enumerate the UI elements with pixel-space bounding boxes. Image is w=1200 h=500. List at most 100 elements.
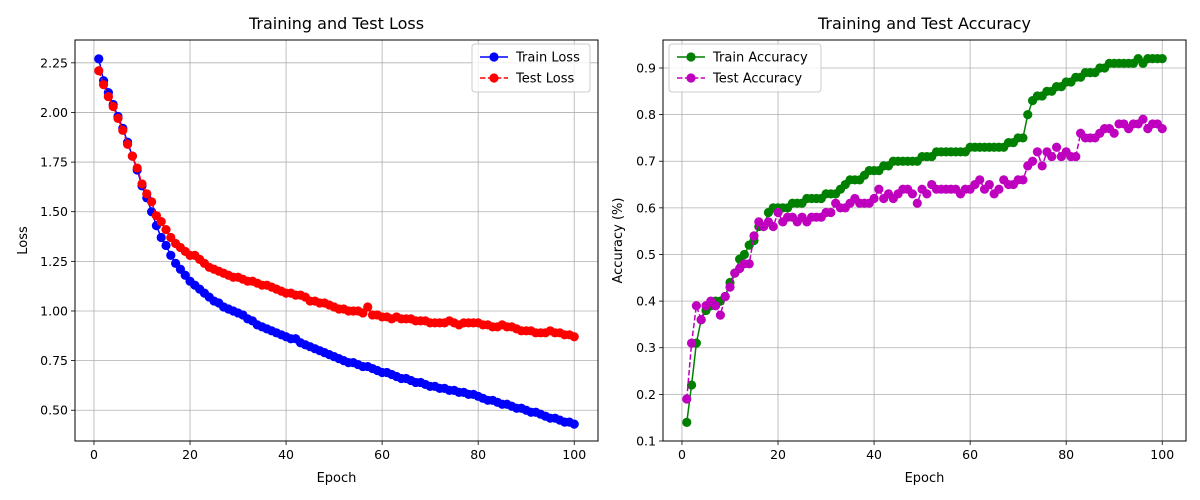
accuracy-y-axis-label: Accuracy (%): [611, 198, 626, 284]
loss-legend: Train Loss Test Loss: [471, 43, 591, 93]
test-loss-point: [363, 302, 373, 312]
accuracy-y-tick-label: 0.3: [636, 340, 656, 355]
loss-plot-frame: [74, 39, 599, 442]
accuracy-y-tick-label: 0.1: [636, 434, 656, 449]
test-accuracy-point: [749, 231, 759, 241]
test-accuracy-point: [826, 207, 836, 218]
accuracy-y-ticks: 0.1 0.2 0.3 0.4 0.5 0.6 0.7 0.8 0.9: [636, 60, 663, 449]
loss-legend-box: [471, 43, 591, 93]
loss-x-axis-label: Epoch: [317, 471, 357, 486]
loss-y-axis-label: Loss: [16, 226, 31, 255]
loss-gridlines: [75, 40, 598, 441]
test-accuracy-point: [1138, 114, 1148, 124]
test-accuracy-point: [696, 315, 706, 325]
test-loss-point: [147, 197, 157, 207]
test-accuracy-point: [768, 221, 778, 232]
test-accuracy-point: [682, 394, 692, 404]
test-loss-point: [142, 189, 152, 199]
test-loss-point: [569, 332, 579, 342]
loss-x-tick-label: 60: [374, 447, 390, 462]
accuracy-x-tick-label: 20: [770, 447, 786, 462]
test-accuracy-point: [1018, 175, 1028, 185]
test-accuracy-point: [725, 282, 735, 292]
test-accuracy-point: [984, 179, 994, 190]
test-loss-legend-label: Test Loss: [515, 72, 574, 87]
test-accuracy-point: [912, 198, 922, 208]
accuracy-y-tick-label: 0.5: [636, 247, 656, 262]
train-loss-point: [161, 240, 171, 251]
train-accuracy-point: [739, 249, 750, 260]
accuracy-y-tick-label: 0.8: [636, 107, 656, 122]
test-accuracy-point: [1109, 128, 1119, 138]
test-loss-point: [156, 217, 166, 227]
loss-x-ticks: 0 20 40 60 80 100: [90, 441, 586, 462]
train-loss-legend-marker: [489, 52, 499, 62]
train-accuracy-legend-marker: [686, 52, 696, 62]
loss-y-tick-label: 1.25: [40, 254, 68, 269]
accuracy-legend-box: [668, 43, 822, 93]
test-loss-point: [94, 66, 104, 76]
test-accuracy-point: [1071, 151, 1081, 162]
loss-y-tick-label: 1.75: [40, 155, 68, 170]
accuracy-x-axis-label: Epoch: [905, 471, 945, 486]
loss-x-tick-label: 40: [278, 447, 294, 462]
test-accuracy-legend-marker: [686, 73, 696, 83]
loss-x-tick-label: 20: [182, 447, 198, 462]
test-accuracy-point: [710, 301, 721, 311]
test-loss-point: [113, 113, 123, 124]
test-accuracy-point: [1027, 156, 1038, 166]
test-accuracy-point: [686, 338, 697, 348]
test-accuracy-point: [773, 207, 783, 218]
test-accuracy-point: [744, 259, 754, 269]
loss-y-tick-label: 0.50: [40, 403, 68, 418]
train-accuracy-point: [682, 417, 692, 427]
test-loss-point: [118, 125, 128, 135]
loss-y-tick-label: 2.00: [40, 105, 68, 120]
accuracy-x-ticks: 0 20 40 60 80 100: [678, 441, 1174, 462]
accuracy-y-tick-label: 0.7: [636, 154, 656, 169]
accuracy-x-tick-label: 100: [1150, 447, 1174, 462]
accuracy-y-tick-label: 0.2: [636, 387, 656, 402]
loss-series: [94, 54, 579, 429]
test-loss-point: [103, 91, 113, 102]
test-loss-point: [132, 163, 142, 173]
test-accuracy-point: [874, 184, 884, 194]
test-accuracy-point: [1157, 123, 1167, 134]
loss-y-tick-label: 0.75: [40, 353, 68, 368]
test-accuracy-point: [869, 193, 879, 204]
test-loss-point: [161, 224, 171, 235]
train-accuracy-legend-label: Train Accuracy: [712, 51, 808, 66]
accuracy-plot-frame: [662, 39, 1187, 442]
test-loss-point: [98, 80, 109, 90]
loss-x-tick-label: 100: [562, 447, 586, 462]
loss-y-ticks: 0.50 0.75 1.00 1.25 1.50 1.75 2.00 2.25: [40, 55, 75, 418]
train-loss-point: [569, 419, 579, 429]
test-accuracy-point: [1037, 161, 1047, 171]
accuracy-legend: Train Accuracy Test Accuracy: [668, 43, 822, 93]
train-accuracy-point: [1157, 54, 1167, 64]
loss-y-tick-label: 1.00: [40, 303, 68, 318]
test-loss-point: [127, 151, 137, 161]
train-loss-point: [156, 232, 166, 243]
loss-y-tick-label: 1.50: [40, 204, 68, 219]
loss-chart: Training and Test Loss 0 20 40 60 80 100 0.50…: [16, 14, 599, 486]
train-loss-legend-label: Train Loss: [515, 51, 580, 66]
test-accuracy-point: [907, 189, 918, 199]
test-loss-legend-marker: [489, 73, 499, 83]
train-loss-point: [166, 250, 176, 260]
loss-y-tick-label: 2.25: [40, 55, 68, 70]
test-accuracy-point: [1032, 147, 1042, 157]
test-accuracy-point: [922, 189, 932, 199]
test-loss-point: [122, 139, 133, 149]
accuracy-x-tick-label: 80: [1058, 447, 1074, 462]
test-accuracy-point: [720, 291, 730, 302]
loss-chart-title: Training and Test Loss: [248, 14, 424, 33]
accuracy-y-tick-label: 0.6: [636, 200, 656, 215]
test-loss-point: [108, 101, 118, 112]
accuracy-chart-title: Training and Test Accuracy: [817, 14, 1031, 33]
accuracy-y-tick-label: 0.4: [636, 294, 656, 309]
accuracy-chart: Training and Test Accuracy 0 20 40 60 80 100 …: [611, 14, 1187, 486]
test-accuracy-point: [975, 175, 985, 185]
accuracy-y-tick-label: 0.9: [636, 60, 656, 75]
